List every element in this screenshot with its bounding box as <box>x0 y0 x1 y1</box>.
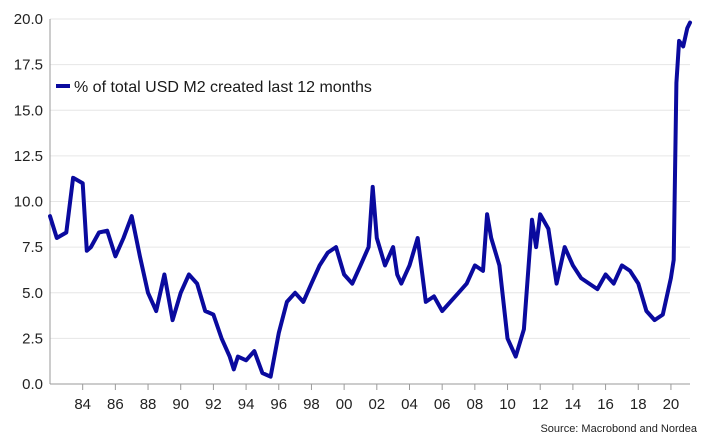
x-tick-label: 90 <box>172 396 189 413</box>
x-tick-label: 00 <box>336 396 353 413</box>
x-tick-label: 94 <box>238 396 255 413</box>
y-tick-label: 12.5 <box>14 148 43 165</box>
y-tick-label: 20.0 <box>14 11 43 28</box>
source-note: Source: Macrobond and Nordea <box>540 423 697 435</box>
x-tick-label: 88 <box>140 396 157 413</box>
y-tick-label: 17.5 <box>14 57 43 74</box>
x-tick-label: 18 <box>630 396 647 413</box>
x-tick-label: 86 <box>107 396 124 413</box>
x-tick-label: 02 <box>368 396 385 413</box>
x-tick-label: 98 <box>303 396 320 413</box>
y-tick-labels: 0.0 2.5 5.0 7.5 10.0 12.5 15.0 17.5 20.0 <box>14 11 43 393</box>
y-tick-label: 5.0 <box>22 285 43 302</box>
x-tick-label: 84 <box>74 396 91 413</box>
y-tick-label: 7.5 <box>22 239 43 256</box>
y-tick-label: 15.0 <box>14 102 43 119</box>
x-tick-label: 20 <box>663 396 680 413</box>
x-tick-label: 10 <box>499 396 516 413</box>
x-tick-label: 14 <box>565 396 582 413</box>
x-tick-label: 08 <box>467 396 484 413</box>
x-tick-label: 92 <box>205 396 222 413</box>
series-line-m2-created <box>48 20 692 379</box>
y-tick-label: 2.5 <box>22 330 43 347</box>
x-tick-labels: 84 86 88 90 92 94 96 98 00 02 04 06 08 10 12 14 16 18 20 <box>74 384 679 413</box>
x-tick-label: 06 <box>434 396 451 413</box>
legend-label: % of total USD M2 created last 12 months <box>74 79 372 96</box>
x-tick-label: 04 <box>401 396 418 413</box>
x-tick-label: 12 <box>532 396 549 413</box>
x-tick-label: 96 <box>270 396 287 413</box>
x-tick-label: 16 <box>597 396 614 413</box>
y-tick-label: 10.0 <box>14 194 43 211</box>
y-tick-label: 0.0 <box>22 376 43 393</box>
legend: % of total USD M2 created last 12 months <box>56 79 372 96</box>
